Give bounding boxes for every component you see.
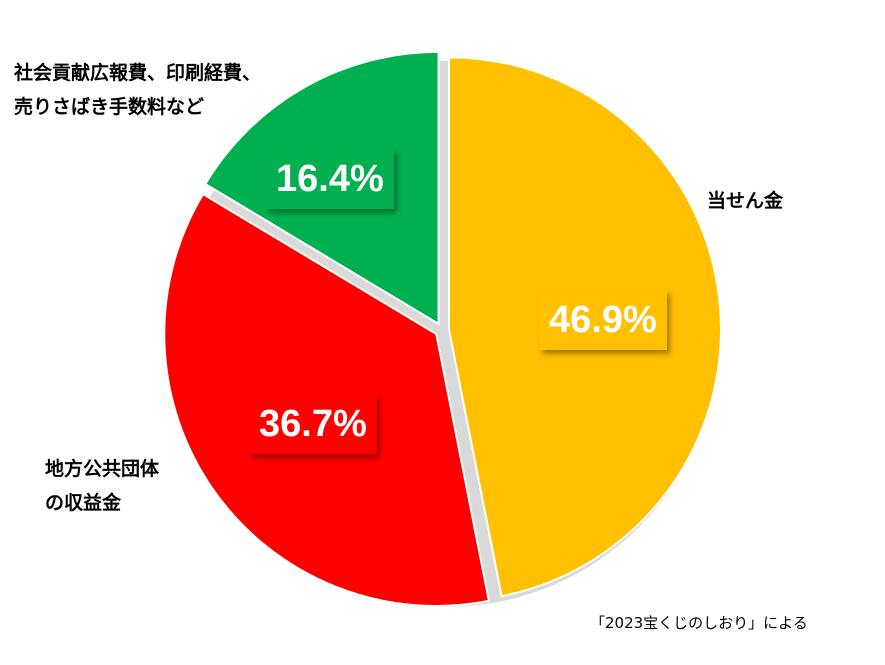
value-label-prize-money: 46.9% [539, 290, 667, 350]
slice-label-other-expenses: 社会貢献広報費、印刷経費、 売りさばき手数料など [14, 62, 262, 118]
slice-label-local-government-revenue: 地方公共団体 の収益金 [45, 458, 160, 514]
value-label-other-expenses: 16.4% [266, 149, 394, 209]
source-note: 「2023宝くじのしおり」による [590, 614, 808, 632]
slice-label-prize-money: 当せん金 [707, 190, 784, 212]
value-label-local-government-revenue: 36.7% [249, 394, 377, 454]
